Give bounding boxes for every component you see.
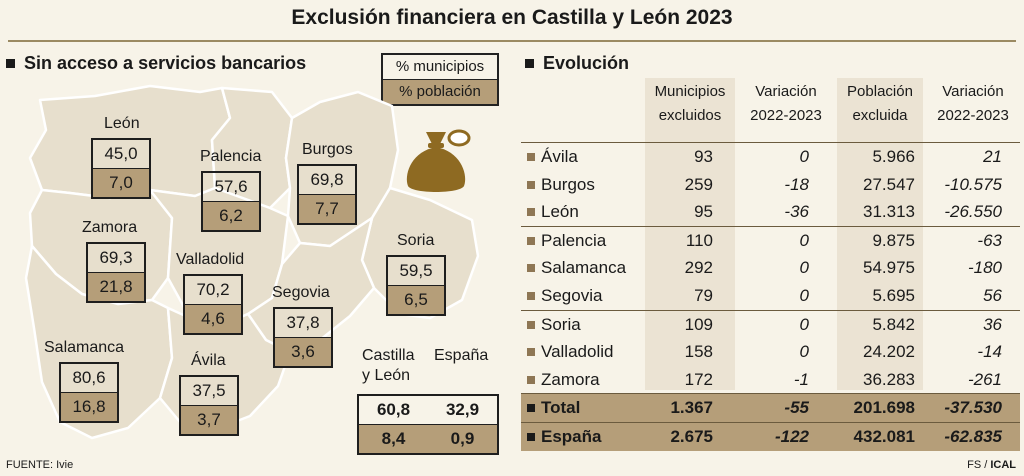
- spain-label: España: [434, 347, 489, 364]
- province-name-burgos: Burgos: [302, 141, 353, 158]
- legend-municipios: % municipios: [395, 58, 485, 75]
- avila-municipios: 37,5: [192, 381, 226, 400]
- zamora-municipios: 69,3: [99, 248, 133, 267]
- table-row-espana: España 2.675 -122 432.081 -62.835: [521, 422, 1020, 451]
- row-separator: [521, 225, 1020, 227]
- row-marker-icon: [527, 153, 535, 161]
- value-box-salamanca: 80,6 16,8: [59, 362, 119, 423]
- cyl-label-line-2: y León: [362, 367, 411, 384]
- evolution-section-heading: Evolución: [525, 53, 629, 74]
- valladolid-poblacion: 4,6: [185, 304, 241, 333]
- value-box-soria: 59,5 6,5: [386, 255, 446, 316]
- table-body: Ávila 93 0 5.966 21 Burgos 259 -18 27.547 -10.57…: [521, 142, 1020, 451]
- avila-poblacion: 3,7: [181, 405, 237, 434]
- table-row: Burgos 259 -18 27.547 -10.575: [521, 171, 1020, 199]
- header-variacion-municipios: Variación 2022-2023: [750, 83, 822, 124]
- value-box-avila: 37,5 3,7: [179, 375, 239, 436]
- palencia-municipios: 57,6: [214, 177, 248, 196]
- province-name-palencia: Palencia: [200, 148, 262, 165]
- row-marker-icon: [527, 264, 535, 273]
- page-title: Exclusión financiera en Castilla y León …: [291, 6, 733, 29]
- cyl-label: Castilla y León: [362, 346, 414, 386]
- row-marker-icon: [527, 236, 535, 245]
- credit-agency: ICAL: [990, 459, 1016, 471]
- segovia-poblacion: 3,6: [275, 337, 331, 366]
- row-separator: [521, 393, 1020, 395]
- segovia-municipios: 37,8: [286, 313, 320, 332]
- cyl-municipios: 60,8: [376, 400, 411, 419]
- table-row: Segovia 79 0 5.695 56: [521, 282, 1020, 310]
- palencia-poblacion: 6,2: [203, 201, 259, 230]
- burgos-municipios: 69,8: [310, 170, 344, 189]
- money-bag-icon: [406, 129, 471, 192]
- national-comparison-box: 60,8 32,9 8,4 0,9: [357, 394, 499, 455]
- row-marker-icon: [527, 320, 535, 329]
- zamora-poblacion: 21,8: [88, 272, 144, 301]
- cyl-label-line-1: Castilla: [362, 347, 415, 364]
- bullet-square-icon: [525, 59, 534, 68]
- value-box-zamora: 69,3 21,8: [86, 242, 146, 303]
- column-shade-poblacion: [837, 78, 923, 390]
- spain-poblacion: 0,9: [450, 429, 475, 448]
- header-municipios: Municipios excluidos: [654, 83, 726, 124]
- row-marker-icon: [527, 404, 535, 413]
- value-box-valladolid: 70,2 4,6: [183, 274, 243, 335]
- bullet-square-icon: [6, 59, 15, 68]
- province-name-valladolid: Valladolid: [176, 251, 245, 268]
- cyl-poblacion: 8,4: [381, 429, 406, 448]
- table-row: León 95 -36 31.313 -26.550: [521, 198, 1020, 226]
- row-marker-icon: [527, 208, 535, 217]
- table-row: Palencia 110 0 9.875 -63: [521, 227, 1020, 255]
- legend-poblacion: % población: [383, 79, 497, 104]
- source-note: FUENTE: Ivie: [6, 459, 74, 471]
- credit-prefix: FS /: [967, 459, 991, 471]
- spain-municipios: 32,9: [445, 400, 480, 419]
- burgos-poblacion: 7,7: [299, 194, 355, 223]
- leon-poblacion: 7,0: [93, 168, 149, 197]
- province-name-leon: León: [104, 115, 140, 132]
- salamanca-municipios: 80,6: [72, 368, 106, 387]
- credit: FS / ICAL: [967, 459, 1016, 471]
- legend: % municipios % población: [381, 53, 499, 106]
- row-marker-icon: [527, 348, 535, 357]
- value-box-palencia: 57,6 6,2: [201, 171, 261, 232]
- row-marker-icon: [527, 291, 535, 300]
- header-variacion-poblacion: Variación 2022-2023: [937, 83, 1009, 124]
- map-section-title: Sin acceso a servicios bancarios: [24, 53, 307, 73]
- row-marker-icon: [527, 432, 535, 441]
- province-name-avila: Ávila: [191, 352, 226, 369]
- soria-poblacion: 6,5: [388, 285, 444, 314]
- map-section-heading: Sin acceso a servicios bancarios: [6, 53, 306, 74]
- leon-municipios: 45,0: [104, 144, 138, 163]
- row-separator: [521, 142, 1020, 143]
- table-row: Salamanca 292 0 54.975 -180: [521, 254, 1020, 282]
- row-separator: [521, 421, 1020, 423]
- salamanca-poblacion: 16,8: [61, 392, 117, 421]
- table-row: Valladolid 158 0 24.202 -14: [521, 338, 1020, 366]
- table-row: Ávila 93 0 5.966 21: [521, 143, 1020, 171]
- table-row-total: Total 1.367 -55 201.698 -37.530: [521, 394, 1020, 422]
- title-divider: [8, 40, 1016, 42]
- province-name-segovia: Segovia: [272, 284, 330, 301]
- evolution-section-title: Evolución: [543, 53, 630, 73]
- soria-municipios: 59,5: [399, 261, 433, 280]
- column-shade-municipios: [645, 78, 735, 390]
- value-box-segovia: 37,8 3,6: [273, 307, 333, 368]
- row-marker-icon: [527, 180, 535, 189]
- valladolid-municipios: 70,2: [196, 280, 230, 299]
- row-separator: [521, 309, 1020, 311]
- table-row: Soria 109 0 5.842 36: [521, 311, 1020, 339]
- province-name-zamora: Zamora: [82, 219, 138, 236]
- evolution-table: Municipios excluidos Variación 2022-2023 P…: [521, 78, 1020, 451]
- header-poblacion: Población excluida: [847, 83, 913, 124]
- row-marker-icon: [527, 375, 535, 384]
- province-name-salamanca: Salamanca: [44, 339, 125, 356]
- value-box-burgos: 69,8 7,7: [297, 164, 357, 225]
- province-name-soria: Soria: [397, 232, 435, 249]
- table-row: Zamora 172 -1 36.283 -261: [521, 366, 1020, 394]
- value-box-leon: 45,0 7,0: [91, 138, 151, 199]
